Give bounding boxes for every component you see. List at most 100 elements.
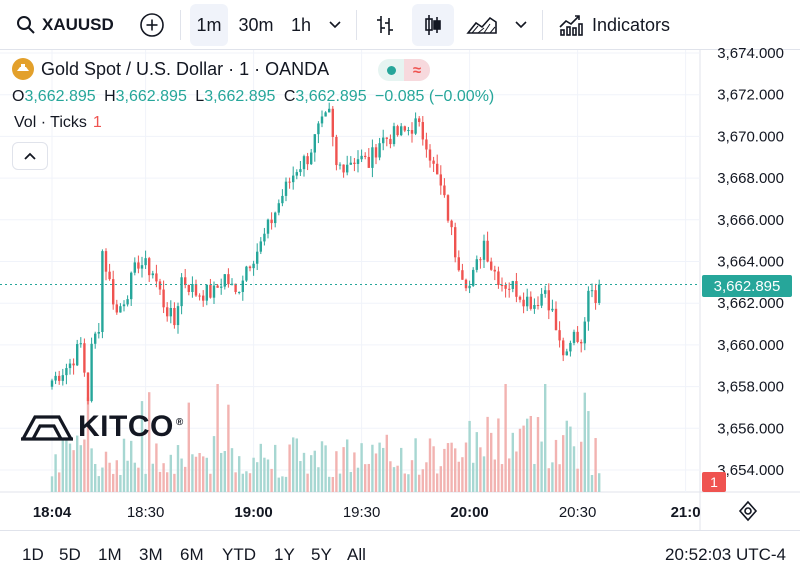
- range-1y[interactable]: 1Y: [274, 545, 295, 564]
- volume-bar: [104, 451, 108, 492]
- volume-bar: [468, 420, 471, 492]
- symbol-search-button[interactable]: XAUUSD: [8, 4, 120, 46]
- candle-body: [526, 296, 529, 307]
- volume-bar: [562, 435, 565, 492]
- candle-body: [490, 261, 493, 270]
- candle-body: [155, 273, 158, 282]
- area-chart-type-button[interactable]: [460, 4, 504, 46]
- candle-body: [450, 220, 453, 228]
- price-tick-label: 3,672.000: [717, 87, 784, 104]
- volume-bar: [378, 442, 381, 492]
- interval-1h[interactable]: 1h: [290, 14, 312, 35]
- price-tick-label: 3,660.000: [717, 337, 784, 354]
- candle-body: [58, 375, 61, 381]
- clock-timezone[interactable]: 20:52:03 UTC-4: [665, 545, 786, 564]
- volume-bar: [238, 456, 241, 492]
- chevron-up-icon: [24, 152, 36, 160]
- candle-body: [104, 251, 108, 272]
- interval-dropdown[interactable]: [322, 4, 348, 46]
- candle-body: [486, 240, 489, 262]
- range-ytd[interactable]: YTD: [222, 545, 256, 564]
- change-value: −0.085 (−0.00%): [375, 88, 495, 105]
- range-5d[interactable]: 5D: [59, 545, 81, 564]
- candle-body: [313, 134, 316, 153]
- candle-body: [349, 162, 352, 165]
- candle-body: [130, 272, 133, 300]
- candle-body: [310, 152, 313, 165]
- bar-chart-type-button[interactable]: [366, 4, 404, 46]
- candle-body: [472, 269, 475, 286]
- volume-bar: [126, 460, 129, 492]
- candle-body: [320, 116, 324, 124]
- candle-body: [504, 285, 507, 289]
- candle-body: [173, 307, 176, 326]
- candle-body: [212, 285, 216, 298]
- symbol-label: XAUUSD: [42, 15, 114, 34]
- candle-body: [461, 270, 464, 280]
- volume-bar: [436, 473, 439, 492]
- collapse-legend-button[interactable]: [12, 142, 48, 170]
- candle-body: [338, 164, 342, 166]
- range-5y[interactable]: 5Y: [311, 545, 332, 564]
- time-axis[interactable]: 18:04 18:30 19:00 19:30 20:00 20:30 21:0: [33, 504, 701, 521]
- volume-bar: [194, 456, 198, 492]
- interval-1m[interactable]: 1m: [190, 4, 228, 46]
- candle-body: [245, 266, 248, 281]
- range-all[interactable]: All: [347, 545, 366, 564]
- volume-bar: [508, 458, 511, 492]
- volume-bar: [583, 392, 586, 492]
- candle-body: [580, 341, 583, 344]
- range-3m[interactable]: 3M: [139, 545, 163, 564]
- candle-body: [482, 240, 486, 260]
- volume-bar: [324, 445, 327, 492]
- volume-bar: [148, 392, 151, 492]
- chart-type-dropdown[interactable]: [508, 4, 534, 46]
- volume-bar: [54, 454, 57, 492]
- candle-body: [569, 342, 572, 352]
- range-1d[interactable]: 1D: [22, 545, 44, 564]
- delayed-data-icon: ≈: [404, 59, 430, 81]
- chevron-down-icon: [515, 21, 527, 29]
- series-legend[interactable]: Gold Spot / U.S. Dollar · 1 · OANDA: [12, 58, 329, 80]
- volume-bar: [68, 443, 72, 492]
- candle-body: [317, 123, 320, 135]
- volume-bar: [270, 468, 273, 492]
- candle-body: [400, 126, 403, 136]
- volume-bar: [576, 468, 579, 492]
- range-1m[interactable]: 1M: [98, 545, 122, 564]
- compare-symbol-button[interactable]: [134, 4, 170, 46]
- volume-bar: [313, 450, 316, 492]
- candle-body: [72, 363, 75, 366]
- candle-body: [126, 299, 129, 305]
- volume-bar: [526, 418, 529, 492]
- kitco-mark-icon: [21, 415, 73, 441]
- volume-bar: [112, 473, 115, 492]
- chart-settings-button[interactable]: [736, 499, 760, 523]
- volume-legend[interactable]: Vol · Ticks 1: [14, 114, 102, 132]
- price-tick-label: 3,664.000: [717, 254, 784, 271]
- volume-bar: [504, 384, 507, 492]
- volume-bar: [281, 476, 284, 492]
- market-status-pill[interactable]: ≈: [378, 59, 430, 81]
- candle-body: [414, 118, 417, 134]
- volume-bar: [122, 438, 126, 492]
- candle-body: [425, 139, 428, 150]
- range-6m[interactable]: 6M: [180, 545, 204, 564]
- candle-body: [241, 280, 244, 292]
- candle-body: [238, 291, 241, 293]
- price-axis[interactable]: 3,674.000 3,672.000 3,670.000 3,668.000 3,66…: [717, 45, 784, 479]
- interval-30m[interactable]: 30m: [238, 14, 274, 35]
- volume-bar: [86, 397, 90, 492]
- volume-bar: [410, 460, 414, 492]
- volume-bar: [565, 420, 568, 492]
- volume-bar: [184, 466, 187, 492]
- candles-chart-type-button[interactable]: [412, 4, 454, 46]
- candle-body: [220, 286, 223, 288]
- indicators-button[interactable]: Indicators: [552, 4, 682, 46]
- high-label: H: [104, 88, 116, 105]
- volume-bar: [374, 453, 378, 492]
- volume-bar: [216, 384, 219, 492]
- candle-body: [565, 351, 568, 356]
